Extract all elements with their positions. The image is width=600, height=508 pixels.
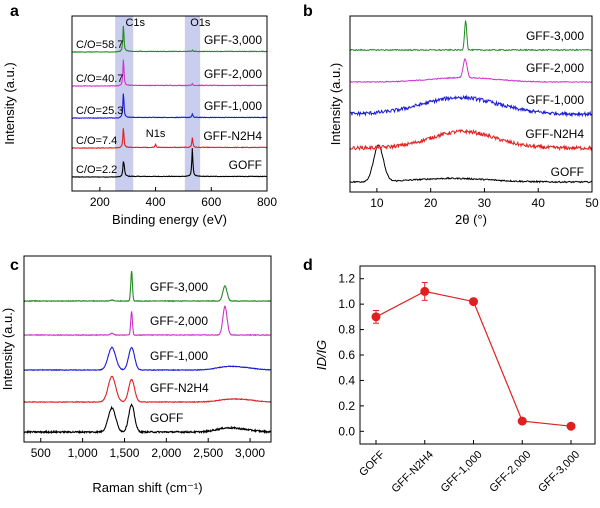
panel-c-xtick-label: 2,000 [151,446,181,460]
data-point [371,312,381,322]
y-tick-label: 1.0 [338,297,355,311]
panel-d: 0.0 0.2 0.4 0.6 0.8 1.0 1.2 GOFF GFF-N2H4 GFF-1,0… [303,257,596,496]
panel-d-frame [359,265,596,445]
y-axis-label: Intensity (a.u.) [2,62,17,144]
y-tick-label: 0.6 [338,348,355,362]
panel-b-frame [349,15,593,193]
series-label: GFF-N2H4 [150,381,209,395]
data-point [469,297,478,307]
raman-series-line [23,346,272,372]
series-label: GFF-1,000 [150,349,208,363]
xps-series-line [71,128,268,149]
series-label: GFF-2,000 [204,67,262,81]
series-label: GOFF [229,158,262,172]
panel-a-xtick-label: 400 [146,195,166,209]
panel-b-xtick-label: 10 [370,196,384,210]
series-label: GFF-1,000 [526,93,584,107]
raman-series-line [24,305,272,337]
xps-series-line [71,25,268,53]
data-point [420,286,430,296]
xps-series-line [71,59,267,87]
peak-label: N1s [146,128,166,140]
panel-b-xtick-label: 50 [585,196,599,210]
panel-c-frame [23,255,272,443]
panel-b-xtick-label: 30 [478,196,492,210]
y-tick-label: 0.4 [338,373,355,387]
series-label: GFF-1,000 [204,99,262,113]
series-label: GFF-2,000 [526,61,584,75]
xrd-series-line [349,128,593,152]
series-label: GFF-2,000 [150,314,208,328]
series-label: GFF-N2H4 [203,129,262,143]
series-label: GFF-N2H4 [525,127,584,141]
xrd-series-line [349,20,593,52]
panel-a-xtick-label: 200 [90,195,110,209]
series-ratio-label: C/O=25.3 [76,105,123,117]
peak-label: O1s [190,17,211,29]
xrd-series-line [349,144,593,184]
series-label: GOFF [551,165,584,179]
series-ratio-label: C/O=7.4 [76,135,117,147]
panel-letter: a [10,3,19,20]
x-axis-label: Raman shift (cm⁻¹) [92,480,202,495]
series-line [375,290,572,427]
x-tick-label: GFF-N2H4 [389,449,436,496]
series-label: GFF-3,000 [526,29,584,43]
y-axis-label: ID/IG [314,340,329,370]
panel-letter: c [10,257,19,274]
y-tick-label: 1.2 [338,272,355,286]
panel-b-xtick-label: 20 [424,196,438,210]
xrd-series-line [349,94,593,118]
panel-c-xtick-label: 500 [31,446,51,460]
series-ratio-label: C/O=40.7 [76,73,123,85]
xps-series-line [71,148,268,178]
panel-letter: d [303,257,313,274]
y-tick-label: 0.8 [338,323,355,337]
y-axis-label: Intensity (a.u.) [0,308,15,390]
series-label: GFF-3,000 [204,33,262,47]
y-tick-label: 0.2 [338,399,355,413]
panel-a-xtick-label: 800 [257,195,277,209]
panel-a-frame [71,15,268,192]
panel-b: GOFF GFF-N2H4 GFF-1,000 GFF-2,000 GFF-3,000 1… [303,3,599,227]
panel-a: C/O=2.2 GOFF C/O=7.4 GFF-N2H4 C/O=25.3 GFF-1,… [2,3,277,227]
panel-c: GOFF GFF-N2H4 GFF-1,000 GFF-2,000 GFF-3,000 5… [0,255,272,495]
panel-c-xtick-label: 1,000 [68,446,98,460]
peak-label: C1s [125,17,145,29]
raman-series-line [23,403,272,435]
x-tick-label: GFF-2,000 [487,449,533,495]
panel-letter: b [303,3,313,20]
panel-c-xtick-label: 3,000 [235,446,265,460]
x-tick-label: GOFF [357,449,387,479]
series-label: GOFF [150,411,183,425]
panel-c-xtick-label: 2,500 [193,446,223,460]
raman-series-line [23,375,272,404]
panel-a-xtick-label: 600 [201,195,221,209]
y-tick-label: 0.0 [338,424,355,438]
series-ratio-label: C/O=2.2 [76,164,117,176]
y-axis-label: Intensity (a.u.) [328,63,343,145]
panel-c-xtick-label: 1,500 [109,446,139,460]
series-label: GFF-3,000 [150,280,208,294]
xrd-series-line [349,57,593,83]
x-tick-label: GFF-1,000 [439,449,485,495]
x-axis-label: Binding energy (eV) [112,212,227,227]
data-point [517,416,527,426]
data-point [566,421,576,431]
x-tick-label: GFF-3,000 [536,449,582,495]
panel-b-xtick-label: 40 [532,196,546,210]
highlight-band [184,16,201,191]
raman-series-line [23,271,272,303]
xps-series-line [71,93,268,119]
x-axis-label: 2θ (°) [455,212,487,227]
series-ratio-label: C/O=58.7 [76,39,123,51]
